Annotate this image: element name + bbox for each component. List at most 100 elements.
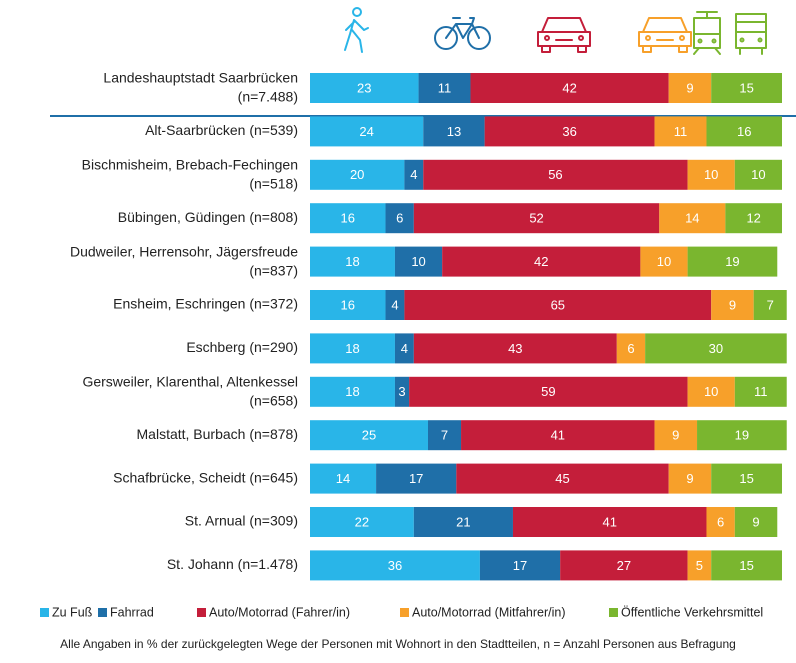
value-label: 6 [396, 211, 403, 226]
category-label: St. Arnual (n=309) [185, 513, 298, 529]
legend-swatch [98, 608, 107, 617]
bar-segment [413, 507, 513, 537]
walk-icon [344, 7, 369, 53]
value-label: 13 [447, 124, 461, 139]
value-label: 4 [391, 297, 398, 312]
value-label: 25 [362, 428, 376, 443]
value-label: 56 [548, 167, 562, 182]
value-label: 12 [746, 211, 760, 226]
value-label: 4 [401, 341, 408, 356]
bar-segment [376, 463, 457, 494]
legend-swatch [400, 608, 409, 617]
bar-segment [310, 159, 405, 190]
value-label: 16 [737, 124, 751, 139]
bar-segment [310, 73, 419, 103]
bar-segment [616, 333, 646, 364]
bar-segment [470, 73, 669, 103]
value-label: 20 [350, 167, 364, 182]
value-label: 9 [686, 471, 693, 486]
value-label: 36 [562, 124, 576, 139]
bar-segment [697, 420, 787, 451]
bar-segment [442, 246, 641, 277]
value-label: 18 [345, 384, 359, 399]
bar-segment [711, 290, 754, 320]
legend-label: Auto/Motorrad (Fahrer/in) [209, 605, 350, 619]
legend-swatch [40, 608, 49, 617]
bar-segment [394, 333, 414, 364]
category-label: Landeshauptstadt Saarbrücken [103, 70, 298, 86]
value-label: 6 [627, 341, 634, 356]
value-label: 41 [551, 428, 565, 443]
value-label: 23 [357, 80, 371, 95]
category-label: Bischmisheim, Brebach-Fechingen [82, 157, 298, 173]
bar-segment [456, 463, 669, 494]
value-label: 42 [562, 80, 576, 95]
value-label: 11 [754, 384, 768, 399]
bar-segment [711, 73, 782, 103]
bar-segment [418, 73, 471, 103]
value-label: 27 [617, 558, 631, 573]
bar-segment [734, 159, 782, 190]
value-label: 11 [674, 124, 688, 139]
car-passenger-icon [638, 17, 692, 53]
category-label: (n=518) [249, 176, 298, 192]
category-label: Alt-Saarbrücken (n=539) [145, 122, 298, 138]
legend-label: Öffentliche Verkehrsmittel [621, 605, 763, 619]
bar-segment [404, 290, 712, 320]
value-label: 65 [551, 297, 565, 312]
value-label: 9 [752, 514, 759, 529]
value-label: 10 [751, 167, 765, 182]
value-label: 17 [409, 471, 423, 486]
bar-segment [310, 246, 395, 277]
bar-segment [310, 116, 424, 147]
bar-segment [512, 507, 707, 537]
category-label: Eschberg (n=290) [186, 339, 298, 355]
bar-segment [734, 507, 778, 537]
value-label: 6 [717, 514, 724, 529]
value-label: 19 [725, 254, 739, 269]
bar-segment [394, 376, 410, 407]
value-label: 22 [355, 514, 369, 529]
bar-segment [645, 333, 787, 364]
bar-segment [423, 116, 485, 147]
mode-icons [344, 7, 767, 55]
bar-segment [484, 116, 655, 147]
value-label: 18 [345, 341, 359, 356]
value-label: 59 [541, 384, 555, 399]
value-label: 21 [456, 514, 470, 529]
value-label: 10 [704, 167, 718, 182]
bar-segment [659, 203, 726, 234]
value-label: 14 [336, 471, 350, 486]
bar-segment [428, 420, 462, 451]
car-icon [537, 17, 591, 53]
value-label: 43 [508, 341, 522, 356]
bar-segment [711, 550, 782, 581]
bar-segment [461, 420, 655, 451]
value-label: 9 [686, 80, 693, 95]
bar-segment [725, 203, 782, 234]
category-label: (n=837) [249, 262, 298, 278]
value-label: 30 [709, 341, 723, 356]
bar-segment [310, 507, 414, 537]
value-label: 15 [739, 558, 753, 573]
value-label: 14 [685, 211, 699, 226]
bar-segment [753, 290, 787, 320]
value-label: 11 [438, 80, 452, 95]
value-label: 9 [729, 297, 736, 312]
bar-segment [310, 333, 395, 364]
value-label: 10 [657, 254, 671, 269]
value-label: 7 [767, 297, 774, 312]
value-label: 36 [388, 558, 402, 573]
value-label: 4 [410, 167, 417, 182]
bar-segment [394, 246, 443, 277]
category-label: (n=658) [249, 393, 298, 409]
bar-segment [409, 376, 688, 407]
bar-segment [734, 376, 787, 407]
bar-segment [310, 290, 386, 320]
bar-segment [687, 246, 778, 277]
value-label: 7 [441, 428, 448, 443]
bar-segment [711, 463, 782, 494]
value-label: 16 [341, 297, 355, 312]
bar-segment [404, 159, 424, 190]
